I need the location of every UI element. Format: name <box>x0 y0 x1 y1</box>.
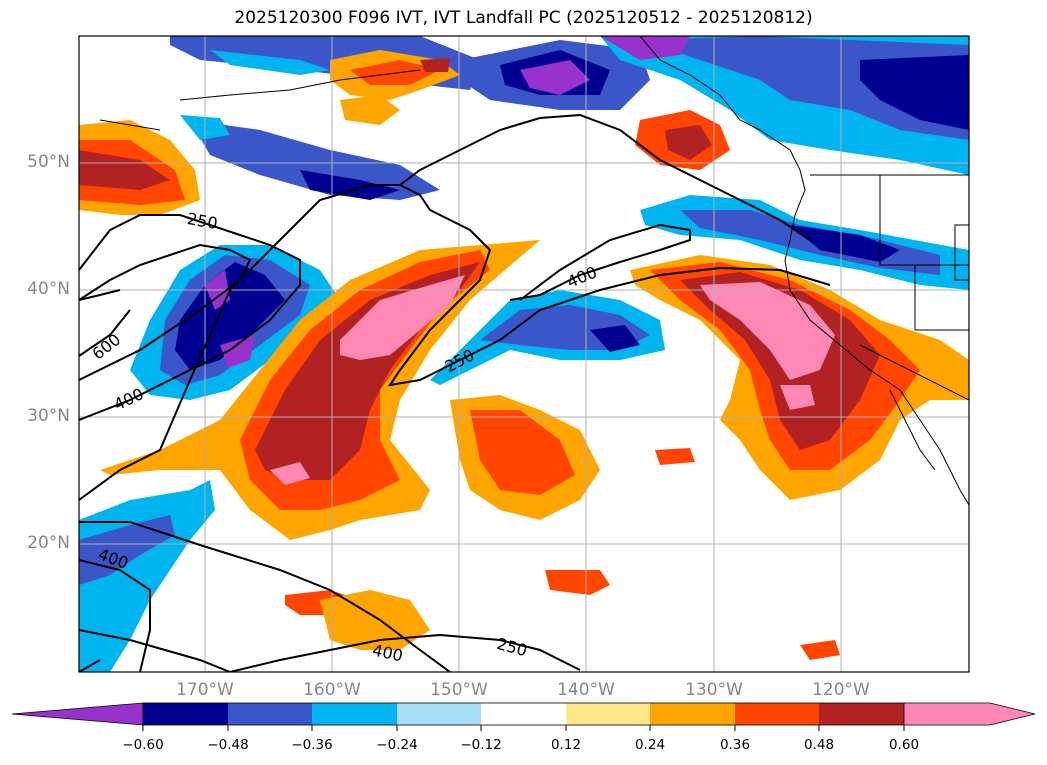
colorbar-swatch <box>481 703 566 725</box>
colorbar <box>11 702 1036 731</box>
colorbar-swatch <box>228 703 312 725</box>
colorbar-tick-label: 0.24 <box>634 737 666 753</box>
lon-label-130w: 130°W <box>685 680 743 700</box>
colorbar-swatch <box>143 703 228 725</box>
gridlines <box>79 36 969 672</box>
colorbar-tick-label: −0.60 <box>122 737 164 753</box>
coastlines <box>99 36 969 506</box>
map-frame <box>78 35 970 673</box>
neg-region-mid-c <box>590 325 640 352</box>
colorbar-tick-label: 0.36 <box>719 737 751 753</box>
colorbar-extend-high <box>904 703 1035 725</box>
neg-band-mid-north-b <box>300 170 400 200</box>
pos-region-south-central-b <box>470 410 575 495</box>
colorbar-tick-label: −0.12 <box>460 737 502 753</box>
lat-label-20n: 20°N <box>27 533 70 553</box>
pos-region-california-e <box>780 385 815 410</box>
lat-label-30n: 30°N <box>27 406 70 426</box>
lat-label-50n: 50°N <box>27 152 70 172</box>
colorbar-swatch <box>397 703 481 725</box>
colorbar-swatch <box>650 703 735 725</box>
lat-label-40n: 40°N <box>27 279 70 299</box>
pos-patch-north-d <box>420 58 450 72</box>
neg-band-mid-north <box>190 120 440 200</box>
pos-region-goa-b <box>665 125 712 160</box>
pos-patch-south-3 <box>545 570 610 595</box>
lon-label-170w: 170°W <box>176 680 234 700</box>
neg-region-north-2c <box>520 60 590 95</box>
shading-layer <box>79 36 969 672</box>
neg-region-low-c <box>175 262 285 370</box>
colorbar-tick-label: −0.24 <box>376 737 418 753</box>
colorbar-tick-label: 0.48 <box>803 737 835 753</box>
neg-region-southwest-b <box>79 515 175 585</box>
colorbar-swatch <box>819 703 904 725</box>
colorbar-tick-label: −0.48 <box>207 737 249 753</box>
colorbar-extend-low <box>11 702 144 726</box>
pos-patch-south-5 <box>655 448 695 465</box>
neg-region-low-e <box>220 335 255 368</box>
lon-label-120w: 120°W <box>812 680 870 700</box>
neg-region-southwest <box>79 480 215 672</box>
colorbar-swatch <box>312 703 397 725</box>
neg-region-northeast-c <box>860 55 969 130</box>
colorbar-tick-label: 0.60 <box>888 737 920 753</box>
colorbar-swatch <box>566 703 650 725</box>
ar-plume-e <box>270 462 310 485</box>
pos-patch-south-2 <box>320 590 430 650</box>
neg-band-central-c <box>790 225 900 262</box>
colorbar-swatch <box>735 703 819 725</box>
neg-region-north-1b <box>210 50 330 75</box>
colorbar-tick-label: −0.36 <box>291 737 333 753</box>
contours <box>79 113 831 672</box>
pos-patch-north-c <box>340 95 400 125</box>
colorbar-tick-label: 0.12 <box>550 737 582 753</box>
neg-region-northeast-d <box>600 36 690 60</box>
ar-plume-d <box>340 275 465 360</box>
pos-region-west-1c <box>79 150 170 190</box>
map-title: 2025120300 F096 IVT, IVT Landfall PC (20… <box>234 8 813 28</box>
lon-label-140w: 140°W <box>557 680 615 700</box>
lon-label-160w: 160°W <box>303 680 361 700</box>
pos-patch-north-b <box>350 60 440 85</box>
lon-label-150w: 150°W <box>430 680 488 700</box>
pos-patch-south-4 <box>800 640 840 660</box>
